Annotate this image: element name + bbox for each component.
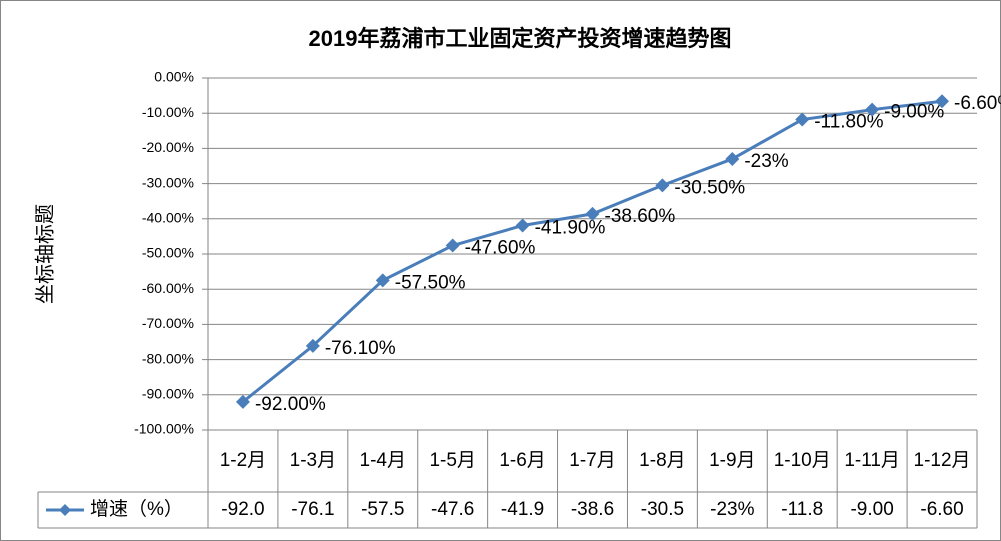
table-value-box: -30.5 xyxy=(640,499,685,520)
data-label: -9.00% xyxy=(884,102,944,123)
marker xyxy=(795,112,810,127)
x-tick-label: 1-11月 xyxy=(844,450,900,471)
table-value-box: -47.6 xyxy=(431,499,475,520)
data-label: -38.60% xyxy=(605,206,676,227)
table-value: -92.0 xyxy=(221,499,265,520)
y-tick-label: -100.00% xyxy=(134,421,194,437)
x-tick-label: 1-10月 xyxy=(773,450,831,471)
x-tick-label-box: 1-11月 xyxy=(844,450,900,471)
x-tick-label: 1-3月 xyxy=(289,450,337,471)
data-label: -30.50% xyxy=(674,177,745,198)
marker xyxy=(445,238,460,253)
x-tick-label: 1-5月 xyxy=(429,450,476,471)
table-value: -11.8 xyxy=(781,499,824,520)
table-value-box: -6.60 xyxy=(920,499,964,520)
data-label: -76.10% xyxy=(325,338,396,359)
table-value-box: -11.8 xyxy=(781,499,824,520)
y-axis-title: 坐标轴标题 xyxy=(33,204,56,304)
x-tick-label-box: 1-8月 xyxy=(639,450,686,471)
y-tick-label: -20.00% xyxy=(142,139,194,155)
marker xyxy=(235,394,250,409)
data-label: -92.00% xyxy=(255,394,326,415)
y-tick-label: -70.00% xyxy=(142,315,194,331)
x-tick-label-box: 1-9月 xyxy=(709,450,756,471)
table-value: -76.1 xyxy=(291,499,335,520)
y-tick-label: 0.00% xyxy=(154,69,194,85)
x-tick-label: 1-9月 xyxy=(709,450,756,471)
marker xyxy=(305,338,320,353)
marker xyxy=(865,102,880,117)
marker xyxy=(655,178,670,193)
data-label: -57.50% xyxy=(395,272,466,293)
table-value: -30.5 xyxy=(640,499,685,520)
x-tick-label-box: 1-12月 xyxy=(913,450,971,471)
y-tick-label: -50.00% xyxy=(142,245,194,261)
data-label: -6.60% xyxy=(954,93,1001,114)
marker xyxy=(515,218,530,233)
x-tick-label-box: 1-3月 xyxy=(289,450,337,471)
y-tick-label: -60.00% xyxy=(142,280,194,296)
marker xyxy=(375,273,390,288)
data-label: -11.80% xyxy=(814,112,883,133)
x-tick-label-box: 1-10月 xyxy=(773,450,831,471)
chart-title: 2019年荔浦市工业固定资产投资增速趋势图 xyxy=(309,26,732,51)
table-value: -47.6 xyxy=(431,499,475,520)
data-label: -47.60% xyxy=(465,238,536,259)
table-value-box: -57.5 xyxy=(361,499,405,520)
x-tick-label: 1-12月 xyxy=(913,450,971,471)
x-tick-label-box: 1-5月 xyxy=(429,450,476,471)
table-value: -6.60 xyxy=(920,499,964,520)
table-value: -23% xyxy=(710,499,755,520)
marker xyxy=(935,94,950,109)
x-tick-label: 1-2月 xyxy=(219,450,267,471)
data-label: -41.90% xyxy=(535,218,606,239)
y-tick-label: -90.00% xyxy=(142,386,194,402)
y-tick-label: -40.00% xyxy=(142,210,194,226)
x-tick-label: 1-4月 xyxy=(359,450,406,471)
y-tick-label: -10.00% xyxy=(142,104,194,120)
table-value-box: -41.9 xyxy=(500,499,545,520)
marker xyxy=(725,151,740,166)
data-label: -23% xyxy=(744,151,788,172)
y-tick-label: -80.00% xyxy=(142,350,194,366)
table-value-box: -76.1 xyxy=(291,499,335,520)
table-value-box: -9.00 xyxy=(850,499,894,520)
table-value-box: -38.6 xyxy=(570,499,615,520)
x-tick-label: 1-8月 xyxy=(639,450,686,471)
table-value-box: -23% xyxy=(710,499,755,520)
table-value: -38.6 xyxy=(570,499,615,520)
y-tick-label: -30.00% xyxy=(142,174,194,190)
x-tick-label: 1-6月 xyxy=(499,450,546,471)
x-tick-label-box: 1-7月 xyxy=(569,450,616,471)
legend-label: 增速（%） xyxy=(90,498,183,520)
table-value: -9.00 xyxy=(850,499,894,520)
marker xyxy=(585,206,600,221)
x-tick-label-box: 1-6月 xyxy=(499,450,546,471)
x-tick-label: 1-7月 xyxy=(569,450,616,471)
table-value: -41.9 xyxy=(500,499,545,520)
legend-marker xyxy=(59,504,71,516)
table-value: -57.5 xyxy=(361,499,405,520)
table-value-box: -92.0 xyxy=(221,499,265,520)
x-tick-label-box: 1-4月 xyxy=(359,450,406,471)
x-tick-label-box: 1-2月 xyxy=(219,450,267,471)
